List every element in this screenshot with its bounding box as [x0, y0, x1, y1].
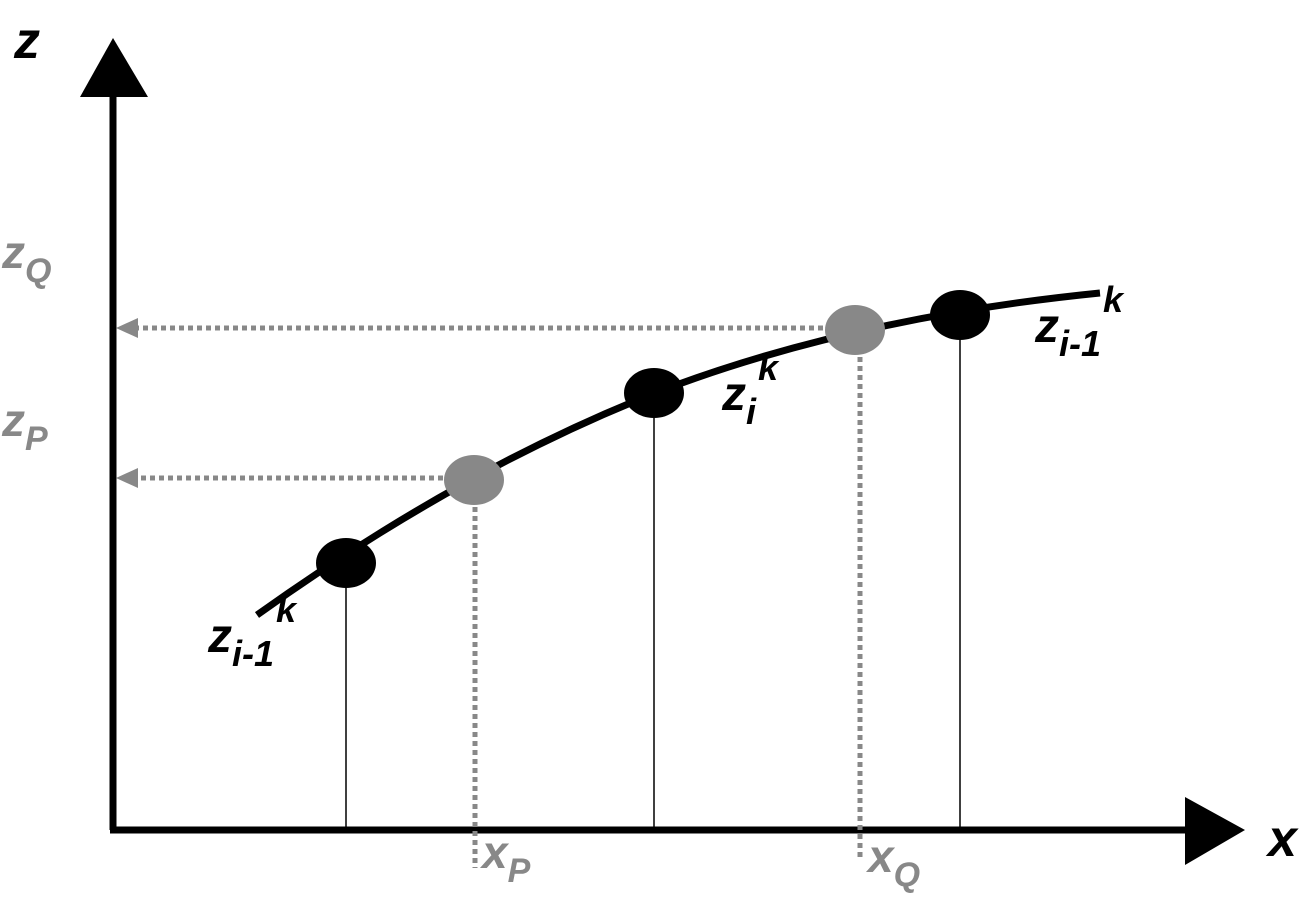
label-sub: i — [746, 391, 757, 432]
label-base: z — [207, 610, 232, 663]
node-label: zi-1k — [207, 589, 298, 674]
node-label: zi-1k — [1034, 279, 1125, 364]
label-base: z — [1, 394, 25, 446]
zp-label: zP — [1, 394, 48, 458]
label-sub: i-1 — [1059, 323, 1101, 364]
label-sub: Q — [25, 252, 51, 290]
projection-arrowhead — [116, 468, 138, 488]
z-arrowhead — [80, 38, 148, 97]
label-sup: k — [758, 347, 780, 388]
label-base: z — [1, 226, 25, 278]
label-base: z — [721, 368, 746, 421]
label-sub: Q — [894, 856, 920, 894]
label-sup: k — [1103, 279, 1125, 320]
x-arrowhead — [1185, 797, 1245, 865]
label-base: x — [479, 826, 510, 878]
node-point — [316, 538, 376, 588]
x-axis-label: x — [1265, 810, 1299, 868]
projection-arrowhead — [116, 318, 138, 338]
node-point — [930, 290, 990, 340]
projection-lines — [132, 325, 863, 868]
node-label: zik — [721, 347, 780, 432]
zq-label: zQ — [1, 226, 51, 290]
curve — [254, 289, 1101, 618]
node-drops — [345, 315, 961, 830]
node-point — [624, 368, 684, 418]
xq-label: xQ — [865, 830, 920, 894]
label-sub: i-1 — [232, 633, 274, 674]
xp-label: xP — [479, 826, 531, 890]
interp-point — [825, 305, 885, 355]
label-sub: P — [25, 420, 48, 458]
z-axis-label: z — [13, 12, 40, 70]
label-base: x — [865, 830, 896, 882]
label-sup: k — [276, 589, 298, 630]
label-base: z — [1034, 300, 1059, 353]
label-sub: P — [508, 852, 531, 890]
interp-point — [444, 455, 504, 505]
